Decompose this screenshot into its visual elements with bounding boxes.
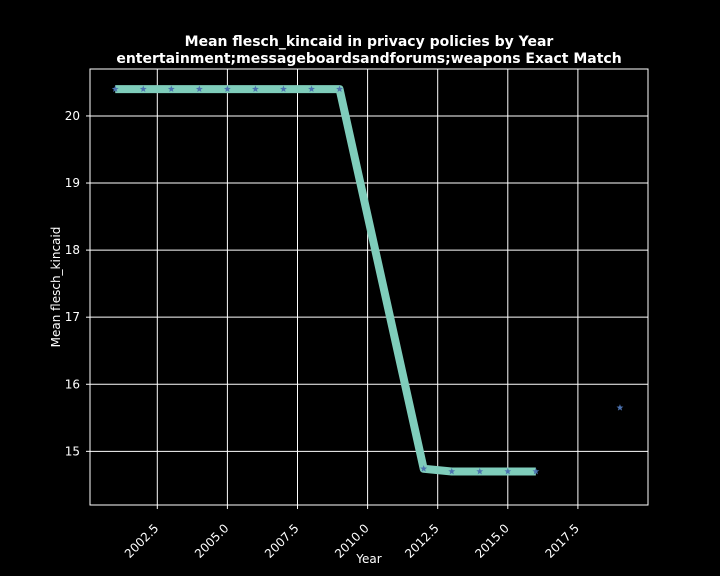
data-point-marker	[420, 465, 428, 472]
y-axis-label: Mean flesch_kincaid	[49, 227, 63, 348]
plot-frame	[89, 68, 649, 506]
data-point-marker	[139, 85, 147, 93]
data-point-marker	[336, 85, 343, 93]
chart-title: Mean flesch_kincaid in privacy policies …	[185, 34, 554, 50]
data-point-marker	[280, 85, 287, 93]
data-point-marker	[111, 85, 119, 93]
data-point-marker	[252, 85, 259, 93]
series-line	[115, 85, 536, 476]
data-point-marker	[223, 85, 231, 93]
y-axis-ticks: 15 16 17 18 19 20	[65, 109, 90, 458]
data-point-marker	[167, 85, 175, 93]
data-point-marker	[504, 467, 512, 475]
data-point-marker	[476, 467, 484, 475]
data-point-marker	[308, 85, 315, 93]
series-line-path	[115, 85, 536, 476]
data-point-marker	[616, 404, 624, 411]
y-tick-label: 18	[65, 243, 80, 257]
data-point-marker	[448, 467, 456, 475]
y-tick-label: 19	[65, 176, 80, 190]
y-tick-label: 15	[65, 444, 80, 458]
y-tick-label: 20	[65, 109, 80, 123]
grid	[90, 69, 648, 505]
chart-subtitle: entertainment;messageboardsandforums;wea…	[116, 51, 621, 67]
data-point-marker	[532, 467, 540, 475]
data-point-marker	[195, 85, 203, 93]
y-tick-label: 17	[65, 310, 80, 324]
series-markers	[111, 85, 624, 475]
y-tick-label: 16	[65, 377, 80, 391]
x-axis-label: Year	[355, 552, 381, 566]
